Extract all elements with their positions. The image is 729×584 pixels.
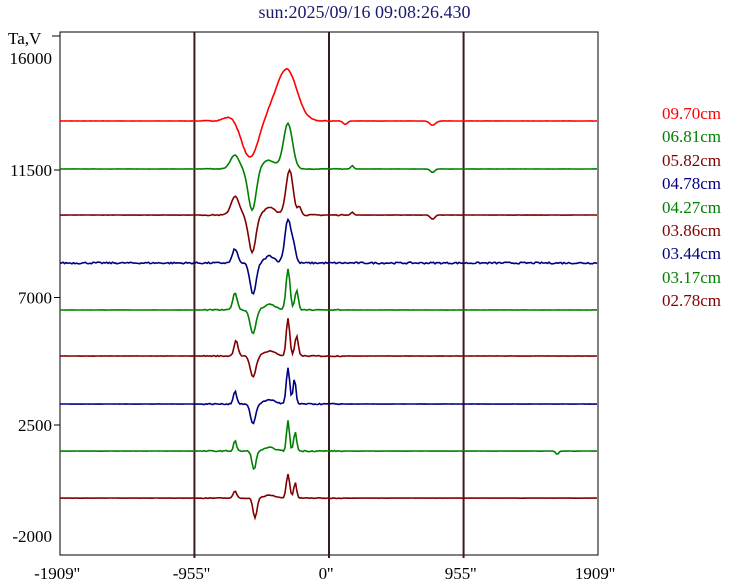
- legend-entry: 09.70cm: [662, 104, 722, 123]
- y-axis-label: Ta,V: [8, 29, 42, 48]
- legend-entry: 04.78cm: [662, 174, 722, 194]
- y-tick-label: 7000: [18, 289, 52, 308]
- y-tick-label: 11500: [10, 161, 52, 180]
- legend-entry: 05.82cm: [662, 150, 722, 170]
- series-line-02-78cm: [59, 473, 598, 521]
- x-tick-label: -1909'': [34, 564, 80, 583]
- legend-entry: 03.86cm: [662, 221, 722, 240]
- series-line-03-17cm: [60, 420, 598, 471]
- series-line-05-82cm: [60, 168, 598, 255]
- y-tick-label: -2000: [12, 527, 52, 546]
- series-line-09-70cm: [59, 67, 598, 158]
- legend-entry: 06.81cm: [662, 127, 722, 147]
- y-tick-label: 2500: [18, 416, 52, 435]
- series-line-03-44cm: [59, 367, 597, 425]
- x-tick-label: -955'': [173, 564, 210, 583]
- x-tick-label: 1909'': [575, 564, 615, 583]
- series-line-04-78cm: [59, 217, 598, 295]
- legend-entry: 02.78cm: [662, 291, 722, 311]
- series-line-04-27cm: [59, 268, 597, 335]
- series-line-03-86cm: [59, 318, 597, 378]
- legend-entry: 03.17cm: [662, 267, 722, 287]
- x-tick-label: 955'': [445, 564, 477, 583]
- chart-title: sun:2025/09/16 09:08:26.430: [258, 2, 471, 22]
- series-line-06-81cm: [59, 121, 597, 212]
- y-tick-label: 16000: [10, 49, 53, 68]
- legend-entry: 03.44cm: [662, 244, 722, 264]
- x-tick-label: 0'': [319, 564, 334, 583]
- legend-entry: 04.27cm: [662, 197, 722, 217]
